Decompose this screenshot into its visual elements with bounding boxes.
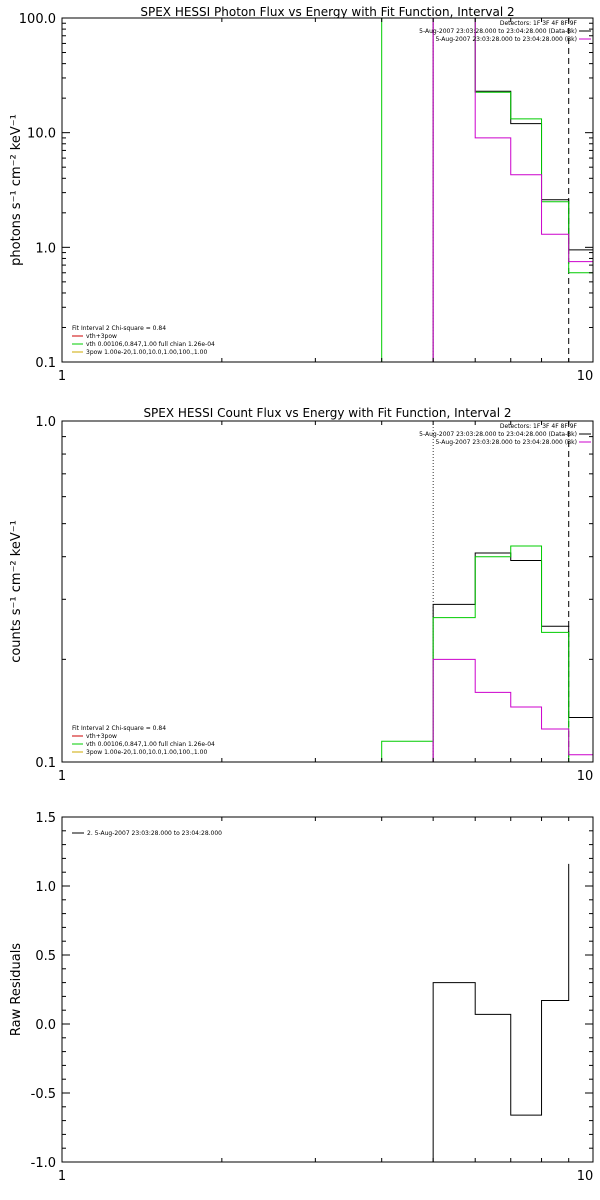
series-line-1 xyxy=(432,863,570,1162)
plot-frame xyxy=(61,816,594,1163)
legend-top-entry: 5-Aug-2007 23:03:28.000 to 23:04:28.000 … xyxy=(435,36,577,43)
y-tick-label: 0.1 xyxy=(35,756,56,771)
y-tick-label: 10.0 xyxy=(27,127,56,142)
x-tick-label: 10 xyxy=(577,1169,594,1184)
plot-frame xyxy=(61,17,594,363)
legend-bottom-entry: 3pow 1.00e-20,1.00,10.0,1.00,100.,1.00 xyxy=(86,349,207,356)
x-tick-label: 10 xyxy=(577,769,594,784)
y-tick-label: 1.0 xyxy=(35,415,56,430)
x-tick-label: 1 xyxy=(58,1169,66,1184)
x-tick-label: 1 xyxy=(58,369,66,384)
legend-top-entry: 5-Aug-2007 23:03:28.000 to 23:04:28.000 … xyxy=(435,439,577,446)
legend-top-entry: Detectors: 1F 3F 4F 8F 9F xyxy=(500,423,578,430)
chart-title: SPEX HESSI Photon Flux vs Energy with Fi… xyxy=(140,5,514,19)
y-tick-label: -1.0 xyxy=(31,1156,56,1171)
y-axis-label: photons s⁻¹ cm⁻² keV⁻¹ xyxy=(9,114,24,266)
series-line-2 xyxy=(381,545,570,762)
legend-bottom-entry: 3pow 1.00e-20,1.00,10.0,1.00,100.,1.00 xyxy=(86,749,207,756)
legend-entry: 2. 5-Aug-2007 23:03:28.000 to 23:04:28.0… xyxy=(87,830,222,837)
series-line-1 xyxy=(432,18,593,362)
y-tick-label: 1.0 xyxy=(35,880,56,895)
x-tick-label: 10 xyxy=(577,369,594,384)
y-tick-label: 1.5 xyxy=(35,811,56,826)
legend-top-entry: Detectors: 1F 3F 4F 8F 9F xyxy=(500,20,578,27)
series-line-3 xyxy=(432,18,593,362)
legend-top-entry: 5-Aug-2007 23:03:28.000 to 23:04:28.000 … xyxy=(419,28,577,35)
x-tick-label: 1 xyxy=(58,769,66,784)
y-tick-label: 0.1 xyxy=(35,356,56,371)
chart-title: SPEX HESSI Count Flux vs Energy with Fit… xyxy=(143,406,511,420)
panel-2: SPEX HESSI Count Flux vs Energy with Fit… xyxy=(9,406,594,784)
y-axis-label: counts s⁻¹ cm⁻² keV⁻¹ xyxy=(9,520,24,663)
legend-bottom-entry: vth 0.00106,0.847,1.00 full chian 1.26e-… xyxy=(86,341,215,348)
legend-bottom-entry: vth 0.00106,0.847,1.00 full chian 1.26e-… xyxy=(86,741,215,748)
y-tick-label: 100.0 xyxy=(19,12,56,27)
y-axis-label: Raw Residuals xyxy=(9,943,24,1036)
legend-bottom-entry: vth+3pow xyxy=(86,733,117,740)
legend-bottom-entry: Fit Interval 2 Chi-square = 0.84 xyxy=(72,725,166,732)
y-tick-label: 1.0 xyxy=(35,241,56,256)
panel-1: SPEX HESSI Photon Flux vs Energy with Fi… xyxy=(9,5,594,384)
legend-bottom-entry: Fit Interval 2 Chi-square = 0.84 xyxy=(72,325,166,332)
legend-top-entry: 5-Aug-2007 23:03:28.000 to 23:04:28.000 … xyxy=(419,431,577,438)
series-line-2 xyxy=(381,18,593,362)
legend-bottom-entry: vth+3pow xyxy=(86,333,117,340)
series-line-1 xyxy=(432,552,593,762)
y-tick-label: -0.5 xyxy=(31,1087,56,1102)
series-line-3 xyxy=(432,658,593,762)
panel-3: 1 10 -1.0 -0.5 0.0 0.5 1.0 1.5 Raw Residuals 2. 5… xyxy=(9,811,594,1184)
y-tick-label: 0.0 xyxy=(35,1018,56,1033)
plot-frame xyxy=(61,420,594,763)
y-tick-label: 0.5 xyxy=(35,949,56,964)
